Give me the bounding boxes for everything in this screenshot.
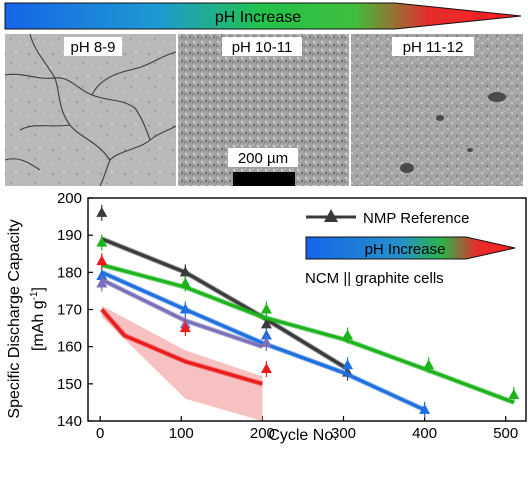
data-marker <box>179 277 191 288</box>
micrograph-ph-10-11: pH 10-11 200 µm <box>178 34 349 186</box>
y-tick-label: 190 <box>57 227 82 244</box>
y-tick-label: 160 <box>57 339 82 356</box>
y-tick-labels: 140 150 160 170 180 190 200 <box>57 190 82 430</box>
plot-frame <box>87 197 527 422</box>
data-marker <box>96 270 108 281</box>
series-line-3 <box>101 263 515 404</box>
data-marker <box>260 303 272 314</box>
label-bg <box>392 37 474 56</box>
data-marker <box>508 388 520 399</box>
legend-marker <box>324 209 338 222</box>
x-tick-labels: 0 100 200 300 400 500 <box>96 425 518 442</box>
x-tick-label: 500 <box>493 425 518 442</box>
data-marker <box>96 277 108 288</box>
data-marker <box>423 359 435 370</box>
micrograph-label: pH 11-12 <box>403 39 464 56</box>
label-bg <box>222 37 302 56</box>
scale-bar-label: 200 µm <box>238 150 288 167</box>
y-tick-label: 200 <box>57 190 82 207</box>
x-axis-label: Cycle No. <box>268 427 337 444</box>
y-axis-unit: [mAh g-1] <box>29 287 47 351</box>
data-marker <box>260 318 272 329</box>
x-tick-label: 300 <box>331 425 356 442</box>
data-marker <box>179 266 191 277</box>
ph-increase-arrow: pH Increase <box>4 2 522 30</box>
data-marker <box>96 206 108 217</box>
data-marker <box>260 336 272 347</box>
y-tick-label: 180 <box>57 264 82 281</box>
data-marker <box>419 403 431 414</box>
micrograph-ph-8-9: pH 8-9 <box>4 33 177 187</box>
series-line-4 <box>100 308 263 386</box>
series-line-1 <box>101 270 426 412</box>
red-error-band <box>101 305 263 421</box>
chart: Specific Discharge Capacity [mAh g-1] 14… <box>6 190 527 444</box>
data-marker <box>342 329 354 340</box>
micrograph-label: pH 10-11 <box>232 39 293 56</box>
data-marker <box>179 303 191 314</box>
y-axis-label: Specific Discharge Capacity <box>6 219 23 418</box>
x-tick-label: 200 <box>250 425 275 442</box>
data-marker <box>342 359 354 370</box>
series-line-0 <box>101 237 349 371</box>
legend: NMP Reference pH Increase NCM || graphit… <box>305 209 516 287</box>
micrograph-strip: pH 8-9 pH 10-11 200 µm pH 11-12 <box>4 33 523 187</box>
scale-bar <box>233 172 295 186</box>
arrow-label: pH Increase <box>215 9 301 26</box>
legend-cell-note: NCM || graphite cells <box>305 270 444 287</box>
data-marker <box>96 236 108 247</box>
micrograph-ph-11-12: pH 11-12 <box>351 34 523 186</box>
x-tick-label: 0 <box>96 425 104 442</box>
plot-data <box>96 204 520 421</box>
legend-ph-label: pH Increase <box>365 241 446 258</box>
data-marker <box>260 329 272 340</box>
data-marker <box>179 322 191 333</box>
data-marker <box>96 255 108 266</box>
y-tick-label: 150 <box>57 376 82 393</box>
legend-ph-arrow <box>305 236 516 260</box>
scale-bar-label-bg <box>228 148 298 167</box>
y-tick-label: 140 <box>57 413 82 430</box>
y-tick-label: 170 <box>57 302 82 319</box>
label-bg <box>64 37 122 56</box>
surface-pits <box>400 92 506 173</box>
legend-entry-nmp: NMP Reference <box>363 210 469 227</box>
data-marker <box>260 362 272 373</box>
x-tick-label: 400 <box>412 425 437 442</box>
axis-ticks <box>88 197 507 422</box>
x-tick-label: 100 <box>169 425 194 442</box>
crack-lines <box>4 33 177 187</box>
micrograph-label: pH 8-9 <box>70 39 115 56</box>
